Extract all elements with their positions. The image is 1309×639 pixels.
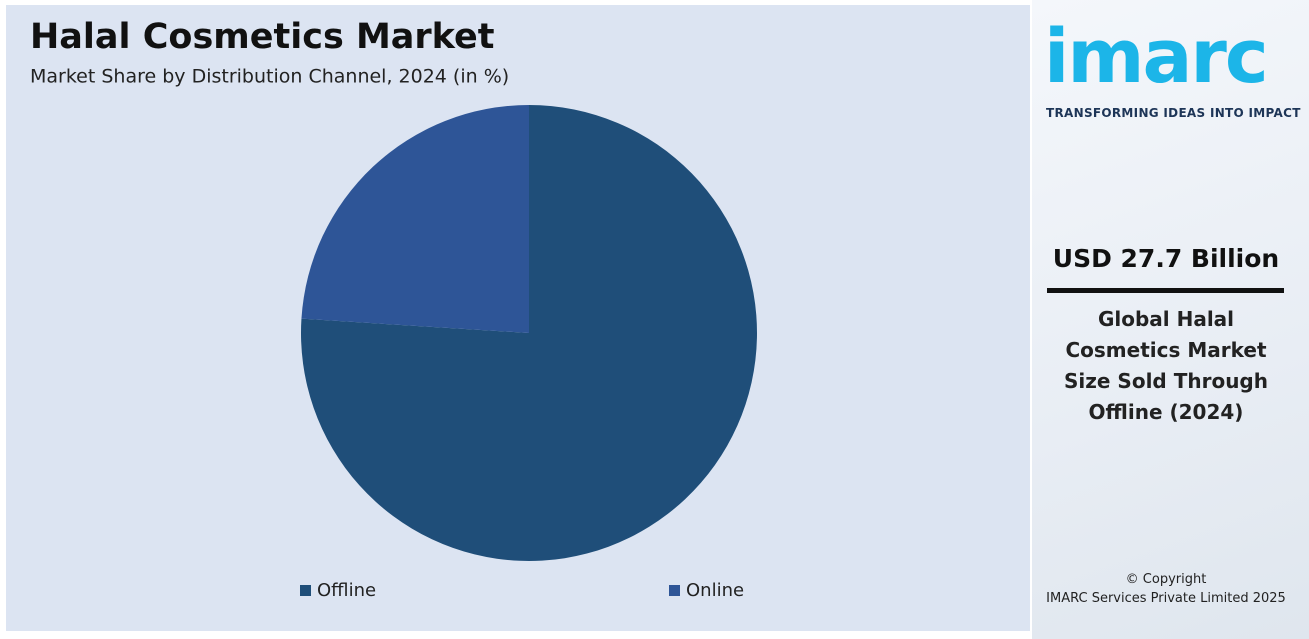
chart-title: Halal Cosmetics Market — [30, 17, 495, 57]
headline: USD 27.7 Billion — [1052, 244, 1280, 273]
copyright: © Copyright — [1125, 572, 1207, 587]
legend-label: Offline — [317, 580, 376, 601]
company: IMARC Services Private Limited 2025 — [1046, 591, 1286, 606]
chart: Halal Cosmetics Market Market Share by D… — [30, 17, 757, 601]
logo: imarc — [1044, 14, 1269, 100]
legend-swatch — [669, 585, 680, 596]
chart-subtitle: Market Share by Distribution Channel, 20… — [30, 66, 509, 88]
description: Global Halal Cosmetics Market Size Sold … — [1064, 307, 1268, 424]
tagline: TRANSFORMING IDEAS INTO IMPACT — [1046, 106, 1301, 120]
sidebar: imarc TRANSFORMING IDEAS INTO IMPACT USD… — [1032, 0, 1309, 639]
pie-slice — [301, 105, 529, 333]
legend-label: Online — [686, 580, 744, 601]
legend-swatch — [300, 585, 311, 596]
divider — [1047, 288, 1284, 293]
chart-panel: Halal Cosmetics Market Market Share by D… — [6, 5, 1030, 631]
